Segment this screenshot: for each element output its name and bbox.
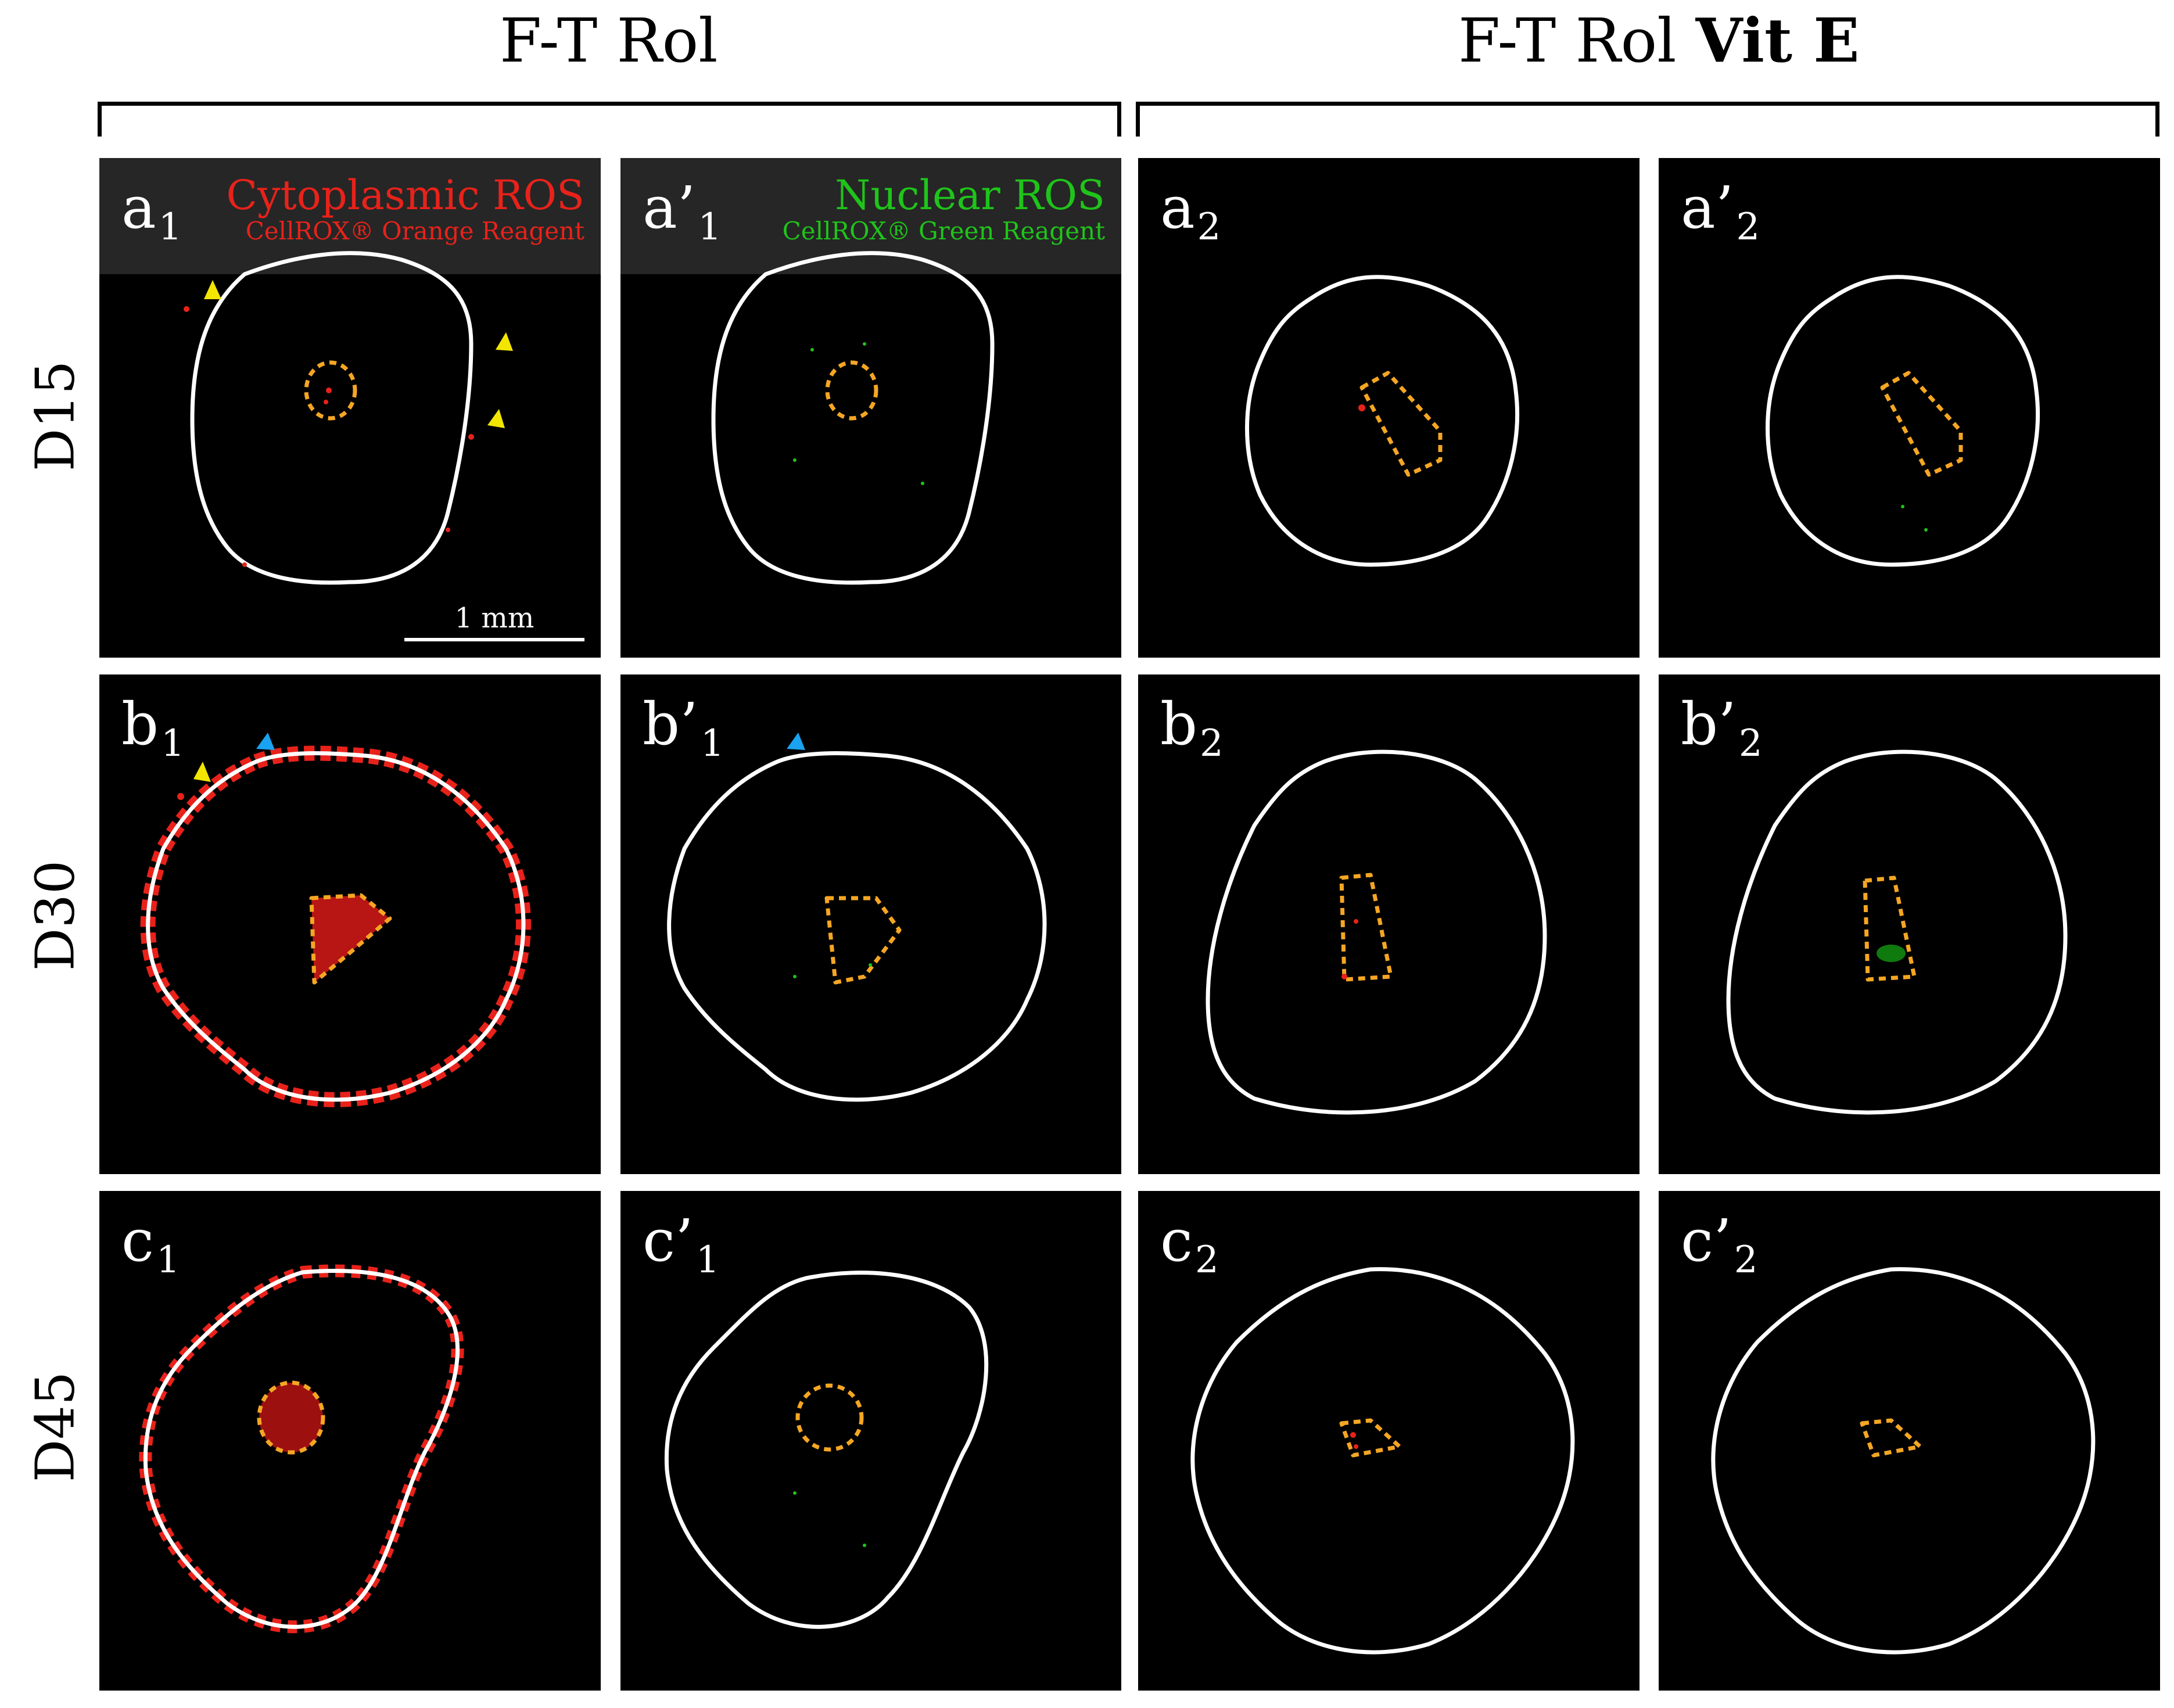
row-label-d30: D30: [24, 860, 87, 971]
panel-c2-prime: c’2: [1659, 1191, 2160, 1691]
panel-b1: b1: [99, 674, 601, 1174]
panel-label-a2-prime: a’2: [1681, 174, 1760, 249]
group-title-bold: Vit E: [1695, 5, 1860, 76]
panel-label-b2: b2: [1160, 690, 1224, 765]
panel-label-c2: c2: [1160, 1207, 1219, 1282]
stain-label-cytoplasmic: Cytoplasmic ROS CellROX® Orange Reagent: [226, 171, 585, 245]
arrowhead-yellow: [204, 280, 221, 299]
panel-a2: a2: [1138, 158, 1640, 658]
arrowhead-blue: [256, 733, 275, 750]
panel-label-b1-prime: b’1: [643, 690, 724, 765]
panel-label-a1: a1: [121, 174, 182, 249]
arrowhead-yellow: [496, 332, 513, 351]
panel-a2-prime: a’2: [1659, 158, 2160, 658]
panel-label-b1: b1: [121, 690, 185, 765]
arrowhead-yellow: [193, 762, 211, 782]
panel-label-b2-prime: b’2: [1681, 690, 1763, 765]
panel-label-c1-prime: c’1: [643, 1207, 720, 1282]
arrowhead-yellow: [487, 409, 505, 428]
group-title-ft-rol: F-T Rol: [500, 5, 718, 76]
row-label-d15: D15: [24, 360, 87, 472]
panel-b1-prime: b’1: [620, 674, 1121, 1174]
panel-label-a1-prime: a’1: [643, 174, 722, 249]
bracket-ft-rol: [98, 102, 1121, 137]
panel-c1-prime: c’1: [620, 1191, 1121, 1691]
arrowhead-blue: [787, 733, 805, 750]
scale-bar: 1 mm: [404, 602, 584, 641]
panel-label-a2: a2: [1160, 174, 1221, 249]
panel-b2-prime: b’2: [1659, 674, 2160, 1174]
row-label-d45: D45: [24, 1371, 87, 1483]
group-title-plain: F-T Rol: [1458, 5, 1696, 76]
panel-a1: a1 Cytoplasmic ROS CellROX® Orange Reage…: [99, 158, 601, 658]
panel-b2: b2: [1138, 674, 1640, 1174]
panel-c2: c2: [1138, 1191, 1640, 1691]
panel-c1: c1: [99, 1191, 601, 1691]
stain-label-nuclear: Nuclear ROS CellROX® Green Reagent: [782, 171, 1105, 245]
panel-label-c2-prime: c’2: [1681, 1207, 1758, 1282]
panel-a1-prime: a’1 Nuclear ROS CellROX® Green Reagent: [620, 158, 1121, 658]
group-title-ft-rol-vit-e: F-T Rol Vit E: [1458, 10, 1859, 71]
bracket-ft-rol-vit-e: [1136, 102, 2159, 137]
panel-label-c1: c1: [121, 1207, 180, 1282]
